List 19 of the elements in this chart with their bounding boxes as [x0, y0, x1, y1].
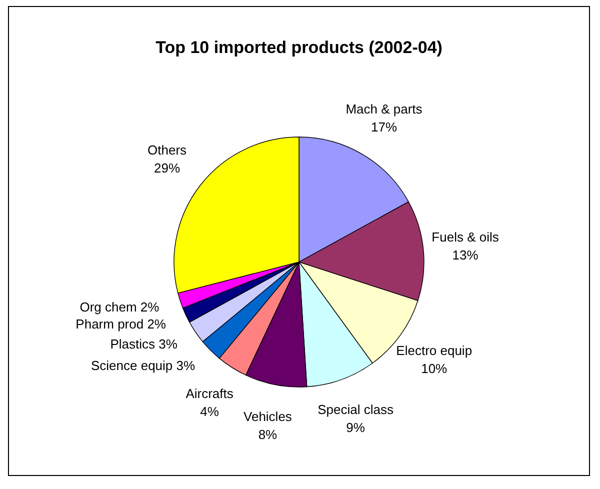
slice-label: Vehicles — [243, 409, 292, 424]
slice-label: Fuels & oils — [432, 229, 500, 244]
slice-label: Science equip 3% — [90, 358, 196, 373]
slice-label: Others — [148, 142, 188, 158]
data-label: 29% — [154, 160, 180, 176]
slice-label: Special class — [318, 402, 394, 418]
slice-label: Mach & parts — [346, 101, 423, 116]
slice-label: Aircrafts — [186, 386, 234, 402]
data-label: 17% — [370, 119, 398, 134]
slice-label: Electro equip — [396, 343, 472, 358]
data-label: 9% — [346, 420, 366, 436]
data-label: 4% — [200, 404, 220, 420]
chart-title: Top 10 imported products (2002-04) — [156, 38, 442, 57]
data-label: 13% — [452, 247, 479, 262]
slice-label: Pharm prod 2% — [76, 316, 166, 332]
data-label: 8% — [258, 427, 278, 442]
slice-label: Plastics 3% — [110, 336, 178, 352]
slice-label: Org chem 2% — [80, 299, 160, 314]
data-label: 10% — [421, 361, 448, 376]
